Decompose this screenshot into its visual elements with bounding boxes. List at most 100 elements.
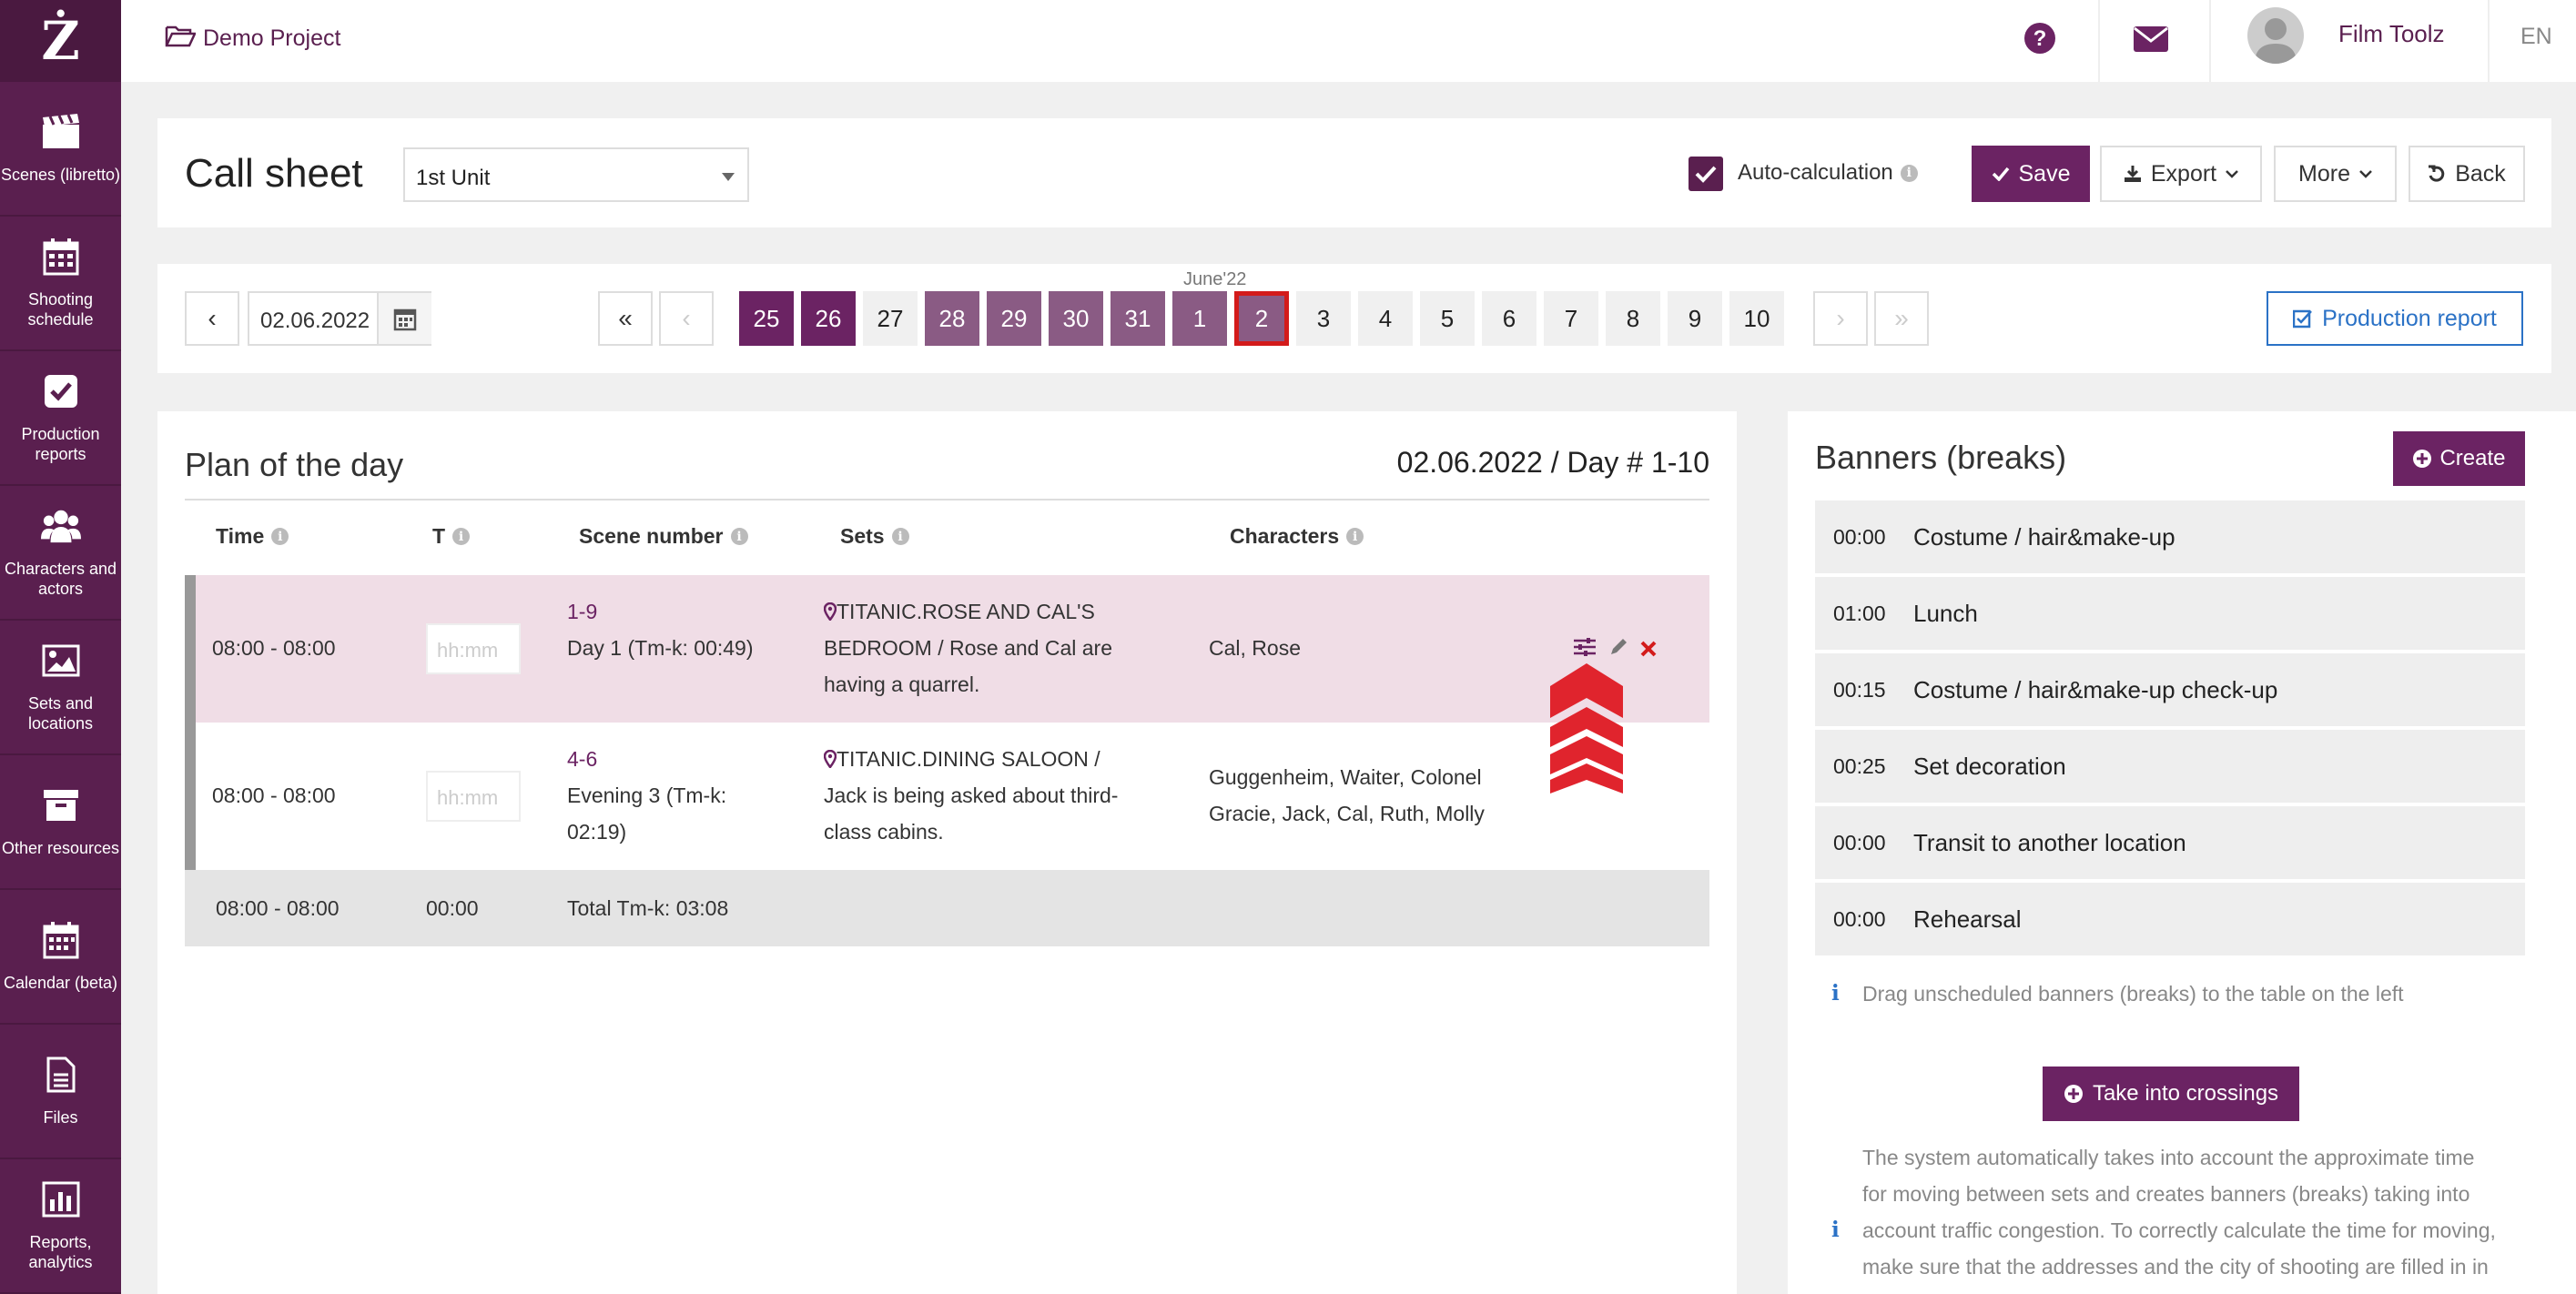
set-line: having a quarrel. (824, 672, 980, 696)
info-icon[interactable]: i (452, 528, 471, 545)
banner-item[interactable]: 00:25 Set decoration (1815, 730, 2525, 803)
file-icon (41, 1055, 81, 1095)
day-button[interactable]: 25 (739, 291, 794, 346)
scene-number-link[interactable]: 4-6 (567, 747, 598, 771)
sidebar-item-scenes[interactable]: Scenes (libretto) (0, 82, 121, 217)
info-icon[interactable]: i (891, 528, 909, 545)
table-row[interactable]: 08:00 - 08:00 hh:mm 1-9 Day 1 (Tm-k: 00:… (185, 575, 1709, 723)
scene-number-link[interactable]: 1-9 (567, 600, 598, 623)
banner-item[interactable]: 00:00 Transit to another location (1815, 806, 2525, 879)
take-label: Take into crossings (2092, 1081, 2279, 1106)
info-icon[interactable]: i (1900, 164, 1918, 182)
day-button[interactable]: 7 (1544, 291, 1598, 346)
day-button[interactable]: 10 (1729, 291, 1784, 346)
take-into-crossings-button[interactable]: Take into crossings (2043, 1067, 2299, 1121)
help-icon[interactable]: ? (2023, 22, 2056, 59)
banner-time: 00:00 (1833, 524, 1886, 549)
settings-sliders-icon[interactable] (1573, 637, 1597, 662)
plus-circle-icon (2413, 450, 2432, 468)
banner-item[interactable]: 00:15 Costume / hair&make-up check-up (1815, 653, 2525, 726)
table-row[interactable]: 08:00 - 08:00 hh:mm 4-6 Evening 3 (Tm-k:… (185, 723, 1709, 870)
day-button-selected[interactable]: 2 (1234, 291, 1289, 346)
chevron-left-icon: ‹ (682, 304, 691, 332)
day-button[interactable]: 1 (1172, 291, 1227, 346)
banner-item[interactable]: 00:00 Costume / hair&make-up (1815, 500, 2525, 573)
check-icon (1992, 167, 2009, 181)
day-button[interactable]: 3 (1296, 291, 1351, 346)
map-marker-icon (824, 602, 837, 621)
t-input[interactable]: hh:mm (426, 623, 521, 674)
banner-item[interactable]: 00:00 Rehearsal (1815, 883, 2525, 955)
banner-time: 00:15 (1833, 677, 1886, 702)
prev-day-button[interactable]: ‹ (185, 291, 239, 346)
day-button[interactable]: 30 (1049, 291, 1103, 346)
banner-label: Set decoration (1913, 752, 2066, 780)
production-report-button[interactable]: Production report (2267, 291, 2523, 346)
next-page-button[interactable]: › (1813, 291, 1868, 346)
bar-chart-icon (41, 1179, 81, 1219)
banner-time: 00:25 (1833, 753, 1886, 778)
column-label: T (432, 524, 446, 548)
double-chevron-right-icon: » (1894, 304, 1909, 332)
more-button[interactable]: More (2274, 146, 2397, 202)
avatar[interactable] (2247, 7, 2304, 64)
banner-label: Lunch (1913, 599, 1978, 627)
day-button[interactable]: 29 (987, 291, 1041, 346)
day-button[interactable]: 26 (801, 291, 856, 346)
first-page-button[interactable]: « (598, 291, 653, 346)
day-button[interactable]: 4 (1358, 291, 1413, 346)
banner-item[interactable]: 01:00 Lunch (1815, 577, 2525, 650)
unit-select[interactable]: 1st Unit (403, 147, 749, 202)
sidebar-item-other-resources[interactable]: Other resources (0, 755, 121, 890)
prev-page-button[interactable]: ‹ (659, 291, 714, 346)
sidebar-item-reports[interactable]: Reports, analytics (0, 1159, 121, 1294)
sidebar-item-shooting-schedule[interactable]: Shooting schedule (0, 217, 121, 351)
pencil-icon[interactable] (1608, 637, 1628, 662)
sidebar-item-characters[interactable]: Characters and actors (0, 486, 121, 621)
column-header-sets: Sets i (840, 524, 909, 549)
day-button[interactable]: 5 (1420, 291, 1475, 346)
column-header-scene-number: Scene number i (579, 524, 748, 549)
sidebar-item-calendar[interactable]: Calendar (beta) (0, 890, 121, 1025)
month-label: June'22 (1183, 269, 1247, 289)
info-icon[interactable]: i (1346, 528, 1364, 545)
sidebar-item-production-reports[interactable]: Production reports (0, 351, 121, 486)
language-switch[interactable]: EN (2520, 24, 2552, 49)
day-button[interactable]: 9 (1668, 291, 1722, 346)
sidebar-item-files[interactable]: Files (0, 1025, 121, 1159)
total-tmk: Total Tm-k: 03:08 (567, 896, 729, 920)
last-page-button[interactable]: » (1874, 291, 1929, 346)
calendar-picker-button[interactable] (377, 293, 431, 344)
t-input[interactable]: hh:mm (426, 771, 521, 822)
save-button[interactable]: Save (1972, 146, 2090, 202)
export-button[interactable]: Export (2100, 146, 2262, 202)
info-icon[interactable]: i (730, 528, 748, 545)
archive-icon (41, 785, 81, 825)
mail-icon[interactable] (2133, 25, 2169, 57)
day-button[interactable]: 31 (1111, 291, 1165, 346)
folder-open-icon (165, 24, 197, 54)
back-button[interactable]: Back (2409, 146, 2525, 202)
time-cell: 08:00 - 08:00 (212, 783, 336, 807)
day-button[interactable]: 8 (1606, 291, 1660, 346)
sidebar-item-sets[interactable]: Sets and locations (0, 621, 121, 755)
create-banner-button[interactable]: Create (2393, 431, 2525, 486)
back-label: Back (2455, 160, 2506, 187)
total-t: 00:00 (426, 896, 479, 920)
banner-time: 01:00 (1833, 601, 1886, 625)
info-icon[interactable]: i (271, 528, 289, 545)
drag-handle[interactable] (185, 575, 196, 723)
user-name[interactable]: Film Toolz (2338, 20, 2445, 47)
app-logo[interactable]: Ż (0, 0, 121, 82)
characters-cell: Guggenheim, Waiter, Colonel (1209, 765, 1482, 789)
characters-cell: Gracie, Jack, Cal, Ruth, Molly (1209, 802, 1485, 825)
auto-calculation-text: Auto-calculation (1738, 160, 1893, 185)
day-button[interactable]: 28 (925, 291, 979, 346)
day-button[interactable]: 6 (1482, 291, 1536, 346)
project-link[interactable]: Demo Project (165, 24, 340, 54)
auto-calculation-checkbox[interactable] (1689, 157, 1723, 191)
drag-handle[interactable] (185, 723, 196, 870)
delete-icon[interactable] (1639, 639, 1658, 663)
day-button[interactable]: 27 (863, 291, 918, 346)
